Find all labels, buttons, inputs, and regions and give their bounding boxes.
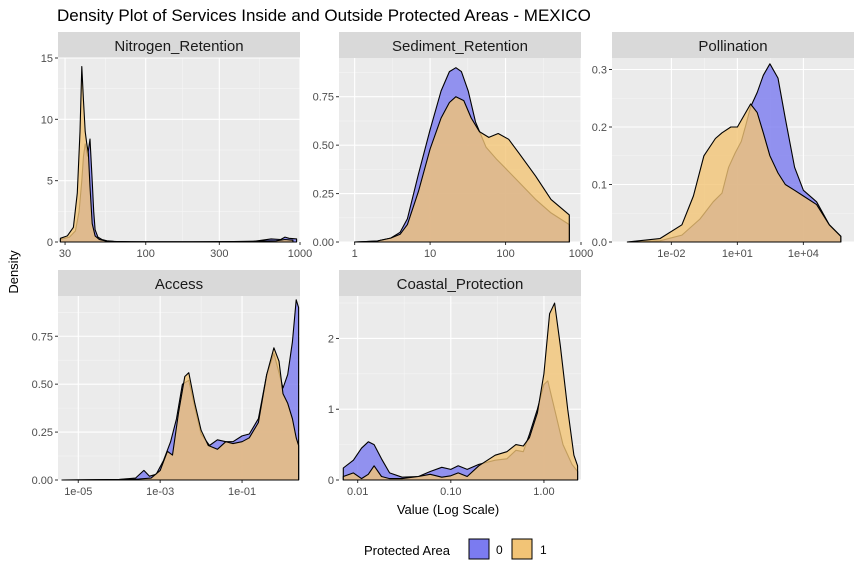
density-area-1 — [342, 302, 579, 481]
y-tick-label: 0.3 — [592, 65, 607, 77]
legend: Protected Area 0 1 — [364, 538, 547, 560]
y-tick-label: 2 — [328, 333, 334, 345]
facet-strip-label: Coastal_Protection — [397, 276, 524, 293]
y-tick-label: 0.25 — [313, 189, 334, 201]
facet-nitrogen-retention: Nitrogen_Retention 0 5 10 15 30 100 300 1000 — [41, 32, 312, 260]
facet-coastal-protection: Coastal_Protection 0 1 2 0.01 0.10 1.00 — [328, 270, 581, 498]
x-tick-label: 10 — [424, 248, 436, 260]
facet-strip-label: Sediment_Retention — [392, 38, 528, 55]
facet-strip — [339, 32, 581, 58]
x-tick-label: 100 — [137, 248, 155, 260]
facet-strip — [58, 270, 300, 296]
legend-label-0: 0 — [496, 543, 503, 557]
x-tick-label: 1e+04 — [788, 248, 819, 260]
x-tick-label: 300 — [210, 248, 228, 260]
y-tick-label: 0.75 — [32, 331, 53, 343]
y-tick-label: 0.75 — [313, 92, 334, 104]
facet-sediment-retention: Sediment_Retention 0.00 0.25 0.50 0.75 1 10 100… — [313, 32, 593, 260]
y-tick-label: 0.0 — [592, 237, 607, 249]
y-tick-label: 0.50 — [313, 140, 334, 152]
legend-key-1 — [511, 538, 533, 560]
y-tick-label: 0.2 — [592, 122, 607, 134]
x-tick-label: 0.01 — [347, 486, 368, 498]
x-tick-label: 1e-01 — [228, 486, 256, 498]
density-area-1 — [61, 347, 300, 481]
facet-pollination: Pollination 0.0 0.1 0.2 0.3 1e-02 1e+01 1e+04 — [592, 32, 854, 260]
x-tick-label: 1e-05 — [64, 486, 92, 498]
y-tick-label: 0.1 — [592, 180, 607, 192]
facet-strip — [612, 32, 854, 58]
facet-strip — [58, 32, 300, 58]
y-tick-label: 0 — [328, 475, 334, 487]
x-tick-label: 30 — [59, 248, 71, 260]
x-tick-label: 100 — [496, 248, 514, 260]
facet-strip-label: Access — [155, 276, 203, 293]
x-tick-label: 1.00 — [533, 486, 554, 498]
y-axis-title: Density — [6, 250, 21, 294]
x-tick-label: 1000 — [288, 248, 312, 260]
x-tick-label: 1e-02 — [657, 248, 685, 260]
facet-access: Access 0.00 0.25 0.50 0.75 1e-05 1e-03 1e-01 — [32, 270, 300, 498]
x-tick-label: 1e-03 — [146, 486, 174, 498]
y-tick-label: 0.50 — [32, 379, 53, 391]
x-tick-label: 1e+01 — [722, 248, 753, 260]
y-tick-label: 0.00 — [32, 475, 53, 487]
legend-key-0 — [468, 538, 490, 560]
facet-strip-label: Nitrogen_Retention — [114, 38, 243, 55]
density-area-1 — [626, 103, 842, 243]
chart-title: Density Plot of Services Inside and Outs… — [57, 6, 591, 25]
density-area-1 — [59, 66, 294, 243]
y-tick-label: 5 — [47, 176, 53, 188]
x-tick-label: 1000 — [569, 248, 593, 260]
x-axis-title: Value (Log Scale) — [397, 502, 499, 517]
facet-strip-label: Pollination — [698, 38, 767, 55]
x-tick-label: 0.10 — [440, 486, 461, 498]
legend-title: Protected Area — [364, 543, 451, 558]
x-tick-label: 1 — [352, 248, 358, 260]
facet-strip — [339, 270, 581, 296]
y-tick-label: 0 — [47, 237, 53, 249]
legend-label-1: 1 — [540, 543, 547, 557]
y-tick-label: 10 — [41, 114, 53, 126]
y-tick-label: 0.25 — [32, 427, 53, 439]
y-tick-label: 1 — [328, 404, 334, 416]
y-tick-label: 15 — [41, 53, 53, 65]
density-area-1 — [354, 96, 570, 243]
y-tick-label: 0.00 — [313, 237, 334, 249]
